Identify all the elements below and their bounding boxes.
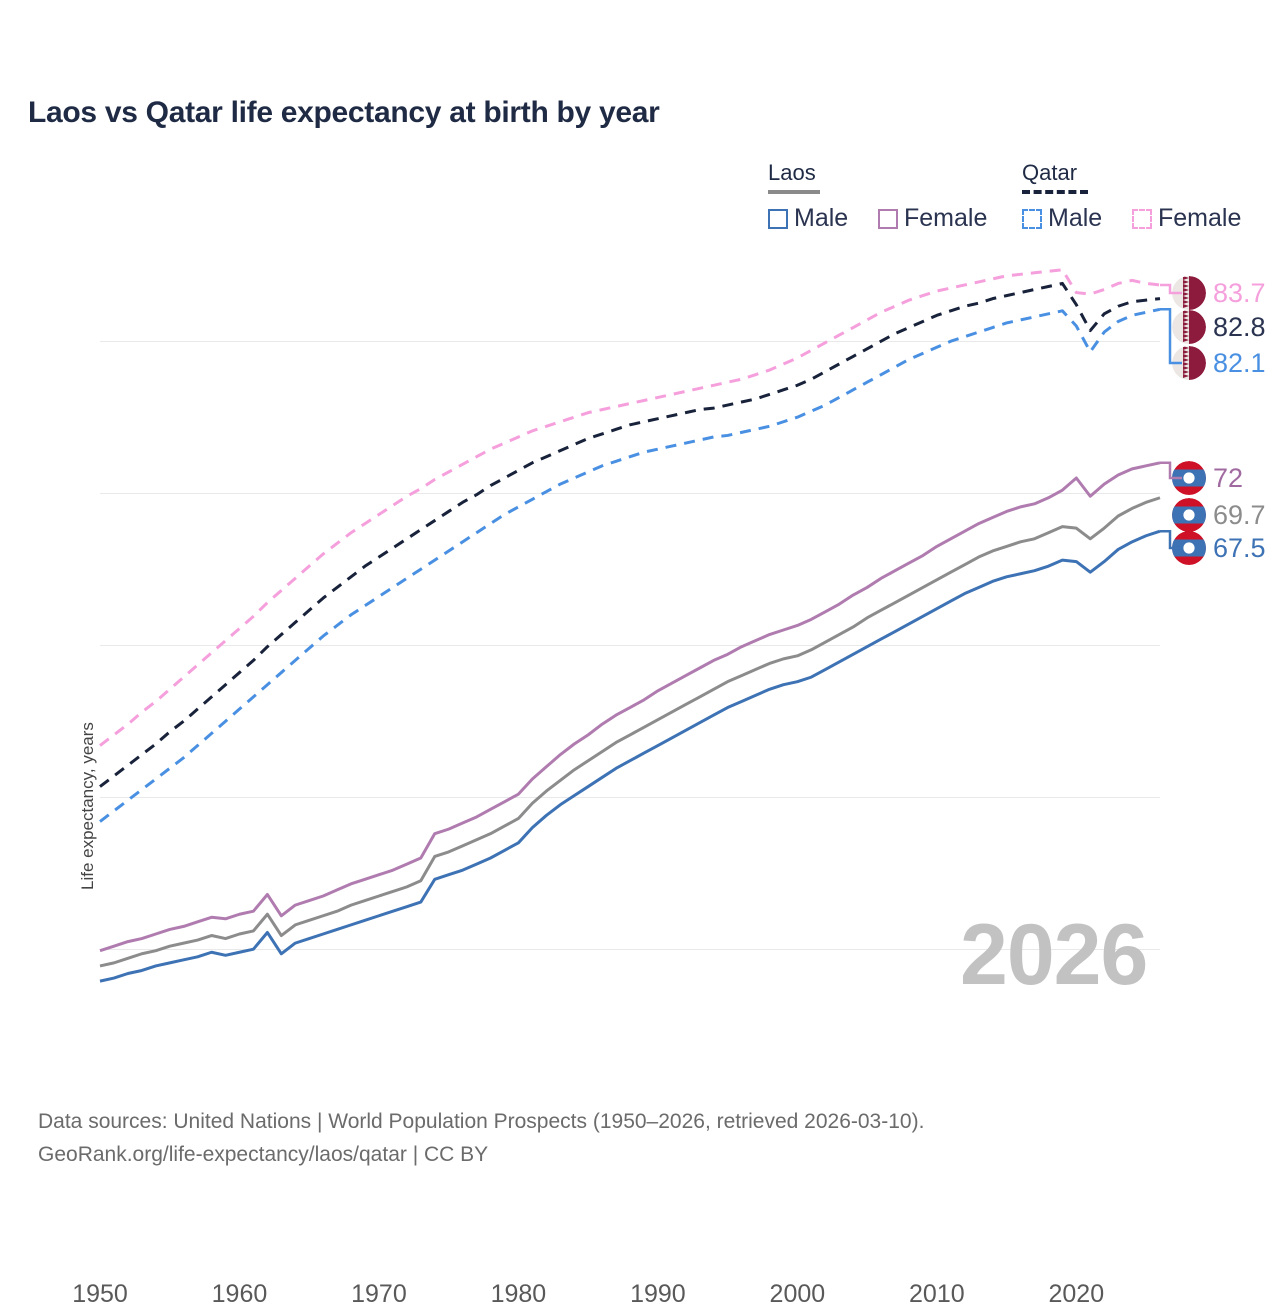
series-line [99,496,1161,968]
plot-area: Life expectancy, years 4050607080 195019… [72,250,1161,1308]
x-axis-tick-label: 1990 [630,1280,686,1308]
legend-swatch-icon [768,208,788,229]
legend-item-qatar-female[interactable]: Female [1132,206,1241,231]
y-axis-title: Life expectancy, years [78,722,97,890]
legend-item-qatar-male[interactable]: Male [1022,206,1102,231]
legend-item-label: Female [1158,204,1242,232]
x-axis-tick-label: 2020 [1048,1280,1105,1308]
end-label-qatar-female: 83.7 [1172,276,1266,310]
end-label-value: 82.8 [1213,311,1266,342]
gridline [100,493,1160,495]
end-label-qatar-both: 82.8 [1172,310,1266,344]
legend-group-title-laos: Laos [768,160,816,185]
legend-group-title-qatar: Qatar [1022,160,1078,185]
footer-line-2: GeoRank.org/life-expectancy/laos/qatar |… [38,1142,489,1166]
end-label-value: 69.7 [1213,499,1266,530]
laos-flag-icon [1172,531,1206,565]
footer-line-1: Data sources: United Nations | World Pop… [38,1110,925,1133]
gridline [100,949,1160,951]
legend-group-rule-qatar [1022,190,1088,194]
x-axis-tick-label: 1960 [211,1280,268,1308]
qatar-flag-icon [1172,276,1206,310]
series-line [99,268,1161,747]
series-line [99,307,1161,823]
laos-flag-icon [1172,498,1206,532]
legend-item-laos-male[interactable]: Male [768,206,848,231]
x-axis-tick-label: 2000 [769,1280,826,1308]
legend-item-laos-female[interactable]: Female [878,206,987,231]
end-label-laos-both: 69.7 [1172,498,1266,532]
legend-swatch-icon [1132,208,1152,229]
legend-swatch-icon [1022,208,1042,229]
x-axis-tick-label: 1970 [351,1280,407,1308]
legend-item-label: Female [904,204,988,232]
end-label-value: 72 [1213,462,1244,493]
page-title: Laos vs Qatar life expectancy at birth b… [28,96,660,129]
x-axis-tick-label: 1950 [72,1280,128,1308]
end-label-qatar-male: 82.1 [1172,346,1266,380]
series-line [99,529,1161,983]
qatar-flag-icon [1172,346,1206,380]
gridline [100,341,1160,343]
end-label-value: 82.1 [1213,347,1266,378]
end-label-value: 83.7 [1213,277,1266,308]
qatar-flag-icon [1172,310,1206,344]
gridline [100,645,1160,647]
year-watermark: 2026 [960,907,1148,1003]
chart-container: Laos vs Qatar life expectancy at birth b… [28,96,1266,1308]
x-axis-tick-label: 1980 [490,1280,547,1308]
series-lines [99,268,1161,983]
legend-group-rule-laos [768,190,820,194]
footer-credits: Data sources: United Nations | World Pop… [38,1106,924,1171]
legend-item-label: Male [1048,204,1103,232]
gridline [100,797,1160,799]
end-label-laos-female: 72 [1172,461,1243,495]
x-axis-tick-label: 2010 [909,1280,965,1308]
end-label-laos-male: 67.5 [1172,531,1266,565]
series-line [99,461,1161,953]
legend-swatch-icon [878,208,898,229]
laos-flag-icon [1172,461,1206,495]
end-label-value: 67.5 [1213,532,1266,563]
chart-legend: Laos Qatar Male Female Male Female [760,160,1260,240]
legend-item-label: Male [794,204,849,232]
series-line [99,281,1161,788]
